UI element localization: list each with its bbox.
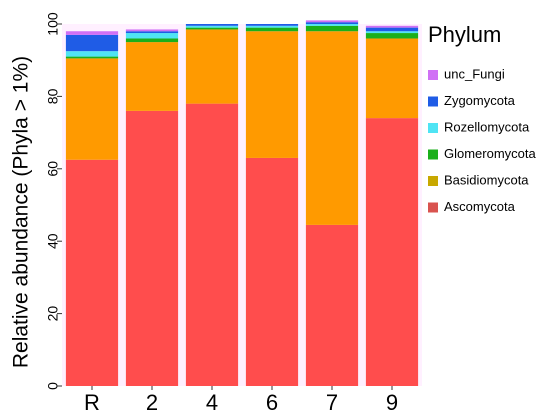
x-tick-label: R xyxy=(84,390,100,415)
y-axis-label: Relative abundance (Phyla > 1%) xyxy=(10,56,33,368)
bar-segment-zygomycota-7 xyxy=(305,22,359,24)
bar-segment-basidiomycota-7 xyxy=(305,31,359,225)
bar-segment-unc-fungi-9 xyxy=(365,25,419,28)
bar-segment-rozellomycota-6 xyxy=(245,25,299,28)
x-tick-label: 9 xyxy=(386,390,398,415)
legend-swatch-glomeromycota xyxy=(428,149,438,160)
legend-label: Zygomycota xyxy=(444,93,516,108)
bar-segment-zygomycota-r xyxy=(65,34,119,52)
bar-segment-glomeromycota-6 xyxy=(245,27,299,32)
legend-label: unc_Fungi xyxy=(444,66,505,81)
bar-segment-basidiomycota-6 xyxy=(245,31,299,158)
legend-swatch-ascomycota xyxy=(428,202,438,213)
y-axis: 0 20 40 60 80 100 xyxy=(45,12,62,390)
legend-title: Phylum xyxy=(428,22,501,47)
bar-segment-glomeromycota-4 xyxy=(185,27,239,30)
bar-segment-ascomycota-9 xyxy=(365,118,419,387)
bar-segment-zygomycota-4 xyxy=(185,24,239,26)
y-tick-label: 0 xyxy=(45,382,61,390)
bar-segment-rozellomycota-r xyxy=(65,51,119,57)
legend-swatch-unc-fungi xyxy=(428,70,438,80)
x-tick-label: 6 xyxy=(266,390,278,415)
bar-segment-zygomycota-9 xyxy=(365,27,419,32)
legend-swatch-rozellomycota xyxy=(428,123,438,133)
y-tick-label: 80 xyxy=(45,88,61,104)
bar-segment-rozellomycota-4 xyxy=(185,25,239,28)
legend-label: Ascomycota xyxy=(444,199,516,214)
y-tick-label: 40 xyxy=(45,233,61,249)
bar-segment-unc-fungi-r xyxy=(65,31,119,35)
bar-segment-unc-fungi-2 xyxy=(125,29,179,32)
bar-segment-rozellomycota-9 xyxy=(365,31,419,34)
bar-segment-basidiomycota-4 xyxy=(185,29,239,104)
legend-label: Basidiomycota xyxy=(444,172,529,187)
x-tick-label: 7 xyxy=(326,390,338,415)
legend: Phylum unc_Fungi Zygomycota Rozellomycota G… xyxy=(428,22,537,214)
bar-segment-ascomycota-7 xyxy=(305,224,359,386)
legend-swatch-zygomycota xyxy=(428,96,438,107)
bar-segment-glomeromycota-9 xyxy=(365,33,419,39)
bar-segment-rozellomycota-7 xyxy=(305,24,359,26)
x-tick-label: 4 xyxy=(206,390,218,415)
bar-segment-ascomycota-4 xyxy=(185,103,239,386)
bar-segment-unc-fungi-7 xyxy=(305,20,359,23)
bar-segment-glomeromycota-7 xyxy=(305,25,359,32)
bar-segment-rozellomycota-2 xyxy=(125,33,179,39)
bar-segment-glomeromycota-2 xyxy=(125,38,179,43)
plot-background xyxy=(62,24,422,386)
x-axis: R 2 4 6 7 9 xyxy=(84,386,398,415)
y-tick-label: 20 xyxy=(45,306,61,322)
legend-label: Glomeromycota xyxy=(444,146,537,161)
bar-segment-glomeromycota-r xyxy=(65,56,119,59)
bar-segment-zygomycota-6 xyxy=(245,24,299,26)
legend-swatch-basidiomycota xyxy=(428,176,438,186)
legend-label: Rozellomycota xyxy=(444,119,530,134)
bar-segment-basidiomycota-r xyxy=(65,58,119,160)
y-tick-label: 100 xyxy=(45,12,61,36)
bar-segment-basidiomycota-2 xyxy=(125,42,179,111)
bar-segment-ascomycota-2 xyxy=(125,110,179,386)
y-tick-label: 60 xyxy=(45,161,61,177)
bar-segment-basidiomycota-9 xyxy=(365,38,419,119)
x-tick-label: 2 xyxy=(146,390,158,415)
bar-segment-zygomycota-2 xyxy=(125,31,179,34)
bar-segment-ascomycota-6 xyxy=(245,157,299,386)
bar-segment-ascomycota-r xyxy=(65,159,119,386)
bars-layer xyxy=(65,20,419,387)
